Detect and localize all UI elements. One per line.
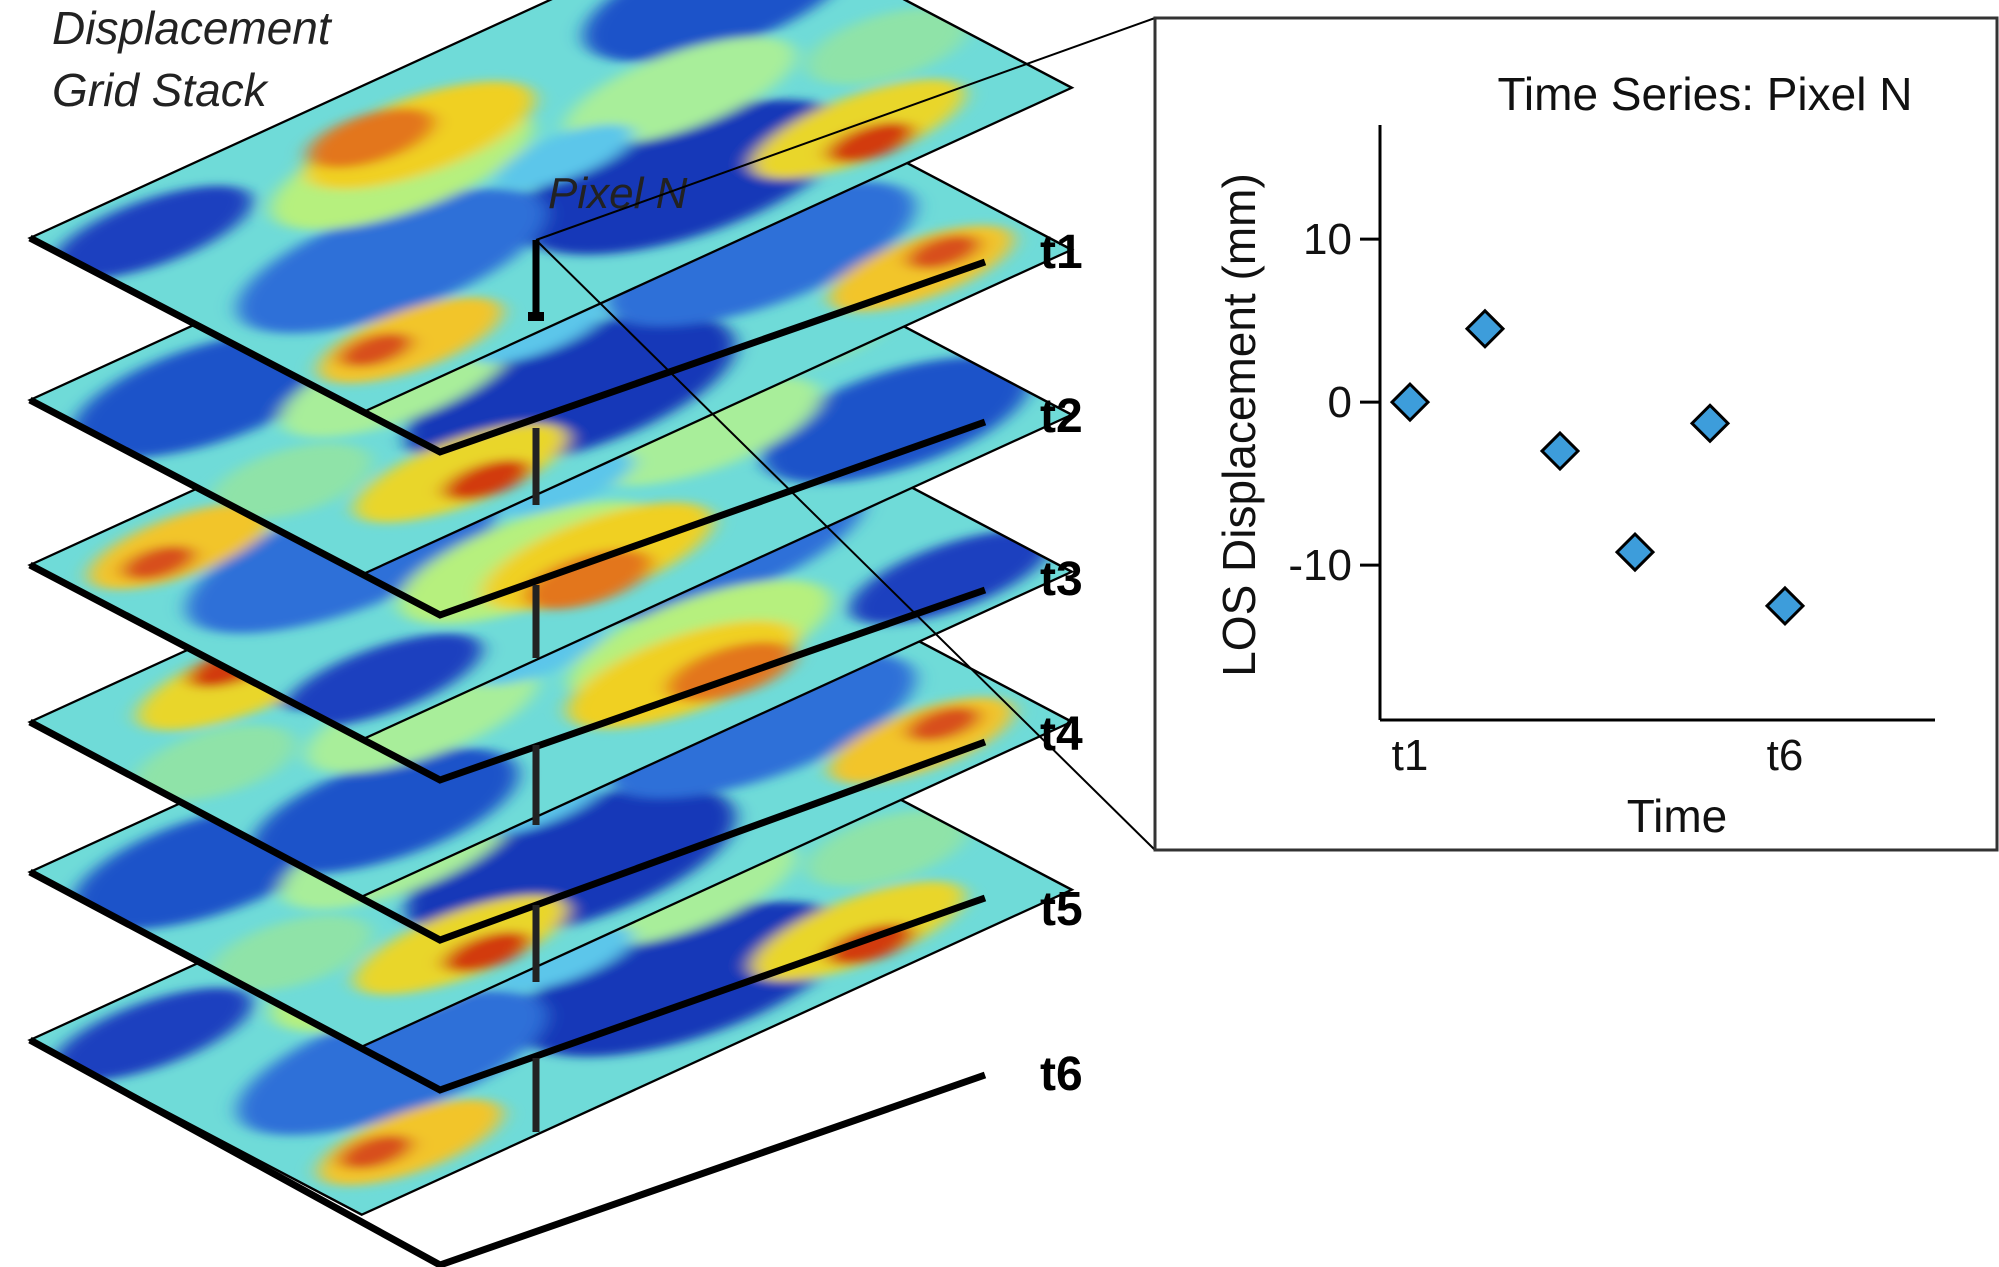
layer-edge-t3 xyxy=(28,561,987,784)
data-point-diamond xyxy=(1689,403,1731,444)
time-series-chart: Time Series: Pixel N 10 0 -10 t1 t6 LOS Dis… xyxy=(1153,16,1999,852)
y-tick-label: 10 xyxy=(1303,215,1352,264)
y-tick-label: -10 xyxy=(1288,541,1352,590)
pixel-column xyxy=(528,240,544,1132)
x-axis-label: Time xyxy=(1627,790,1728,842)
layer-label-t1: t1 xyxy=(1040,226,1083,279)
data-point-diamond xyxy=(1539,430,1581,472)
layer-label-t3: t3 xyxy=(1040,553,1083,606)
layer-edge-t6 xyxy=(28,1036,987,1267)
layer-label-t2: t2 xyxy=(1040,390,1083,443)
data-point-diamond xyxy=(1764,585,1806,627)
y-axis-label: LOS Displacement (mm) xyxy=(1213,173,1265,677)
data-point-diamond xyxy=(1389,382,1431,423)
chart-title: Time Series: Pixel N xyxy=(1498,68,1913,120)
chart-frame xyxy=(1153,16,1999,852)
x-tick-label: t6 xyxy=(1767,731,1804,780)
grid-layer-t1: t1 xyxy=(27,0,1083,456)
layer-label-t5: t5 xyxy=(1040,883,1083,936)
y-tick-label: 0 xyxy=(1328,378,1352,427)
layer-label-t4: t4 xyxy=(1040,708,1083,761)
zoom-line-top xyxy=(535,17,1156,241)
data-points xyxy=(1389,308,1806,627)
data-point-diamond xyxy=(1464,308,1506,349)
layer-edge-t2 xyxy=(28,396,987,619)
zoom-line-bottom xyxy=(535,239,1156,851)
stack-title-line1: Displacement xyxy=(52,2,333,54)
layer-edge-t4 xyxy=(28,718,987,944)
layer-edge-t5 xyxy=(28,868,987,1094)
data-point-diamond xyxy=(1614,531,1656,573)
layer-edge-t1 xyxy=(28,234,987,456)
pixel-marker xyxy=(528,312,544,321)
y-ticks: 10 0 -10 xyxy=(1288,215,1380,590)
x-tick-label: t1 xyxy=(1392,731,1429,780)
layer-label-t6: t6 xyxy=(1040,1048,1083,1101)
grid-stack: t6 t5 t4 t3 xyxy=(27,0,1083,1267)
stack-title-line2: Grid Stack xyxy=(52,64,269,116)
x-ticks: t1 t6 xyxy=(1392,731,1804,780)
